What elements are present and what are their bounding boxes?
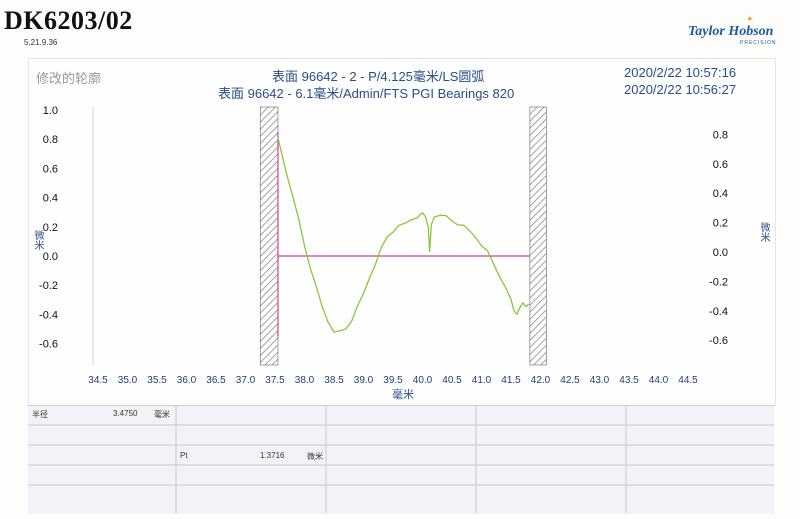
x-tick: 37.0 — [236, 375, 256, 386]
y-tick-right: 0.0 — [713, 247, 728, 259]
y-tick-left: 0.6 — [43, 163, 58, 175]
results-table — [28, 405, 774, 514]
y-tick-left: 0.4 — [43, 193, 58, 205]
radius-value: 3.4750 — [113, 409, 138, 418]
results-grid — [28, 405, 774, 513]
document-subtitle: 5.21.9.36 — [24, 38, 58, 47]
x-tick: 35.0 — [118, 375, 138, 386]
x-tick: 42.0 — [531, 375, 551, 386]
x-tick: 44.0 — [649, 375, 669, 386]
y-tick-right: -0.2 — [709, 276, 728, 288]
x-tick: 37.5 — [265, 375, 285, 386]
excluded-region-2 — [529, 106, 547, 366]
brand-sub: PRECISION — [740, 40, 777, 46]
y-tick-left: -0.6 — [39, 339, 58, 351]
y-tick-left: 0.8 — [43, 134, 58, 146]
y-tick-right: 0.2 — [713, 218, 728, 230]
y-tick-left: 0.2 — [43, 222, 58, 234]
profile-trace-1 — [277, 137, 530, 333]
header-date-2: 2020/2/22 10:56:27 — [624, 82, 737, 97]
radius-unit: 毫米 — [154, 410, 170, 419]
brand-name: Taylor Hobson — [688, 24, 774, 39]
x-tick: 36.0 — [177, 375, 197, 386]
x-tick: 40.5 — [442, 375, 462, 386]
y-tick-left: 0.0 — [43, 251, 58, 263]
y-tick-right: 0.8 — [713, 129, 728, 141]
x-tick: 36.5 — [206, 375, 226, 386]
x-tick: 38.5 — [324, 375, 344, 386]
header-line-2: 表面 96642 - 6.1毫米/Admin/FTS PGI Bearings … — [218, 86, 515, 101]
pt-value: 1.3716 — [260, 451, 285, 460]
header-line-1: 表面 96642 - 2 - P/4.125毫米/LS圆弧 — [272, 69, 485, 84]
y-tick-right: -0.6 — [709, 335, 728, 347]
pt-label: Pt — [180, 451, 188, 460]
y-axis-label-left: 微米 — [32, 230, 43, 250]
x-tick: 41.0 — [472, 375, 492, 386]
excluded-region-1 — [259, 106, 279, 366]
pt-unit: 微米 — [307, 452, 323, 461]
y-tick-left: -0.2 — [39, 280, 58, 292]
x-tick: 38.0 — [295, 375, 315, 386]
radius-label: 半径 — [32, 410, 48, 419]
profile-chart: 1.0 0.8 0.6 0.4 0.2 0.0 -0.2 -0.4 -0.6 0.8 0.6 0.4… — [39, 105, 728, 386]
x-tick: 41.5 — [501, 375, 521, 386]
brand-logo-icon: ✦ — [746, 14, 754, 24]
y-tick-right: -0.4 — [709, 306, 728, 318]
x-tick: 43.0 — [590, 375, 610, 386]
document-title: DK6203/02 — [4, 6, 133, 35]
y-tick-left: 1.0 — [43, 105, 58, 117]
y-axis-label-right: 微米 — [758, 222, 769, 242]
x-tick: 43.5 — [619, 375, 639, 386]
x-tick: 35.5 — [147, 375, 167, 386]
x-tick: 39.5 — [383, 375, 403, 386]
profile-type-label: 修改的轮廓 — [36, 71, 102, 86]
x-tick: 44.5 — [678, 375, 698, 386]
x-axis-label: 毫米 — [392, 389, 414, 401]
x-tick: 34.5 — [88, 375, 108, 386]
header-date-1: 2020/2/22 10:57:16 — [624, 65, 737, 80]
y-tick-left: -0.4 — [39, 309, 58, 321]
x-tick: 39.0 — [354, 375, 374, 386]
x-tick: 42.5 — [560, 375, 580, 386]
y-tick-right: 0.6 — [713, 159, 728, 171]
x-tick: 40.0 — [413, 375, 433, 386]
y-tick-right: 0.4 — [713, 188, 728, 200]
chart-panel — [28, 58, 776, 406]
